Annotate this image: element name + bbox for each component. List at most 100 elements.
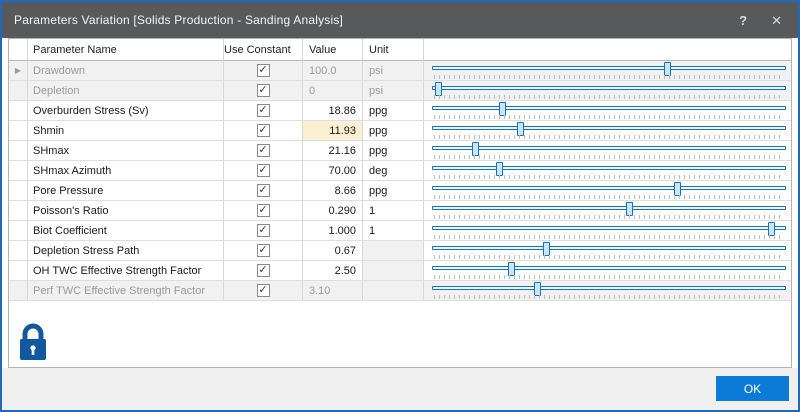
slider-ticks xyxy=(434,275,783,279)
column-header-value[interactable]: Value xyxy=(303,39,363,61)
column-header-unit[interactable]: Unit xyxy=(363,39,424,61)
table-row[interactable]: Depletion 0 psi xyxy=(9,81,791,101)
table-row[interactable]: Poisson's Ratio 0.290 1 xyxy=(9,201,791,221)
slider-track[interactable] xyxy=(432,66,786,70)
value-cell[interactable]: 3.10 xyxy=(303,281,363,301)
dialog-title: Parameters Variation [Solids Production … xyxy=(14,13,344,27)
use-constant-checkbox[interactable] xyxy=(256,224,270,237)
unit-cell: 1 xyxy=(363,221,424,241)
parameter-slider[interactable] xyxy=(424,261,791,280)
use-constant-checkbox[interactable] xyxy=(256,244,270,257)
slider-track[interactable] xyxy=(432,286,786,290)
use-constant-checkbox[interactable] xyxy=(256,64,270,77)
use-constant-checkbox[interactable] xyxy=(256,164,270,177)
table-row[interactable]: SHmax Azimuth 70.00 deg xyxy=(9,161,791,181)
slider-track[interactable] xyxy=(432,266,786,270)
parameter-slider[interactable] xyxy=(424,201,791,220)
value-cell[interactable]: 0.67 xyxy=(303,241,363,261)
table-row[interactable]: SHmax 21.16 ppg xyxy=(9,141,791,161)
value-cell[interactable]: 11.93 xyxy=(303,121,363,141)
use-constant-checkbox[interactable] xyxy=(256,284,270,297)
parameter-name-cell: Shmin xyxy=(28,121,224,141)
use-constant-cell xyxy=(224,241,303,261)
slider-thumb[interactable] xyxy=(674,182,682,196)
slider-thumb[interactable] xyxy=(542,242,550,256)
value-cell[interactable]: 100.0 xyxy=(303,61,363,81)
row-indicator-cell xyxy=(9,81,28,101)
slider-track[interactable] xyxy=(432,126,786,130)
row-indicator-cell xyxy=(9,101,28,121)
use-constant-checkbox[interactable] xyxy=(256,264,270,277)
slider-thumb[interactable] xyxy=(516,122,524,136)
parameter-slider[interactable] xyxy=(424,221,791,240)
slider-track[interactable] xyxy=(432,186,786,190)
slider-thumb[interactable] xyxy=(496,162,503,176)
close-button[interactable]: ✕ xyxy=(771,12,782,28)
slider-thumb[interactable] xyxy=(534,282,542,296)
slider-cell xyxy=(424,281,791,301)
slider-track[interactable] xyxy=(432,106,786,110)
slider-thumb[interactable] xyxy=(663,62,671,76)
table-row[interactable]: Biot Coefficient 1.000 1 xyxy=(9,221,791,241)
use-constant-checkbox[interactable] xyxy=(256,204,270,217)
parameter-slider[interactable] xyxy=(424,161,791,180)
column-header-name[interactable]: Parameter Name xyxy=(28,39,224,61)
slider-track[interactable] xyxy=(432,166,786,170)
use-constant-cell xyxy=(224,81,303,101)
slider-thumb[interactable] xyxy=(499,102,507,116)
column-header-indicator xyxy=(9,39,28,61)
table-row[interactable]: Shmin 11.93 ppg xyxy=(9,121,791,141)
use-constant-checkbox[interactable] xyxy=(256,84,270,97)
parameter-slider[interactable] xyxy=(424,121,791,140)
help-button[interactable]: ? xyxy=(739,12,748,28)
slider-thumb[interactable] xyxy=(767,222,775,236)
slider-cell xyxy=(424,241,791,261)
value-cell[interactable]: 18.86 xyxy=(303,101,363,121)
grid-header: Parameter Name Use Constant Value Unit xyxy=(9,39,791,61)
column-header-constant[interactable]: Use Constant xyxy=(224,39,303,61)
parameter-slider[interactable] xyxy=(424,101,791,120)
row-indicator-cell xyxy=(9,121,28,141)
slider-track[interactable] xyxy=(432,246,786,250)
value-cell[interactable]: 2.50 xyxy=(303,261,363,281)
lock-icon xyxy=(20,323,46,360)
value-cell[interactable]: 8.66 xyxy=(303,181,363,201)
slider-thumb[interactable] xyxy=(435,82,443,96)
unit-cell xyxy=(363,241,424,261)
slider-thumb[interactable] xyxy=(508,262,516,276)
use-constant-checkbox[interactable] xyxy=(256,104,270,117)
parameter-name-cell: Depletion xyxy=(28,81,224,101)
slider-cell xyxy=(424,121,791,141)
slider-thumb[interactable] xyxy=(625,202,633,216)
use-constant-checkbox[interactable] xyxy=(256,124,270,137)
parameter-slider[interactable] xyxy=(424,241,791,260)
parameter-slider[interactable] xyxy=(424,141,791,160)
value-cell[interactable]: 1.000 xyxy=(303,221,363,241)
lock-indicator[interactable] xyxy=(16,322,50,367)
use-constant-cell xyxy=(224,141,303,161)
use-constant-checkbox[interactable] xyxy=(256,184,270,197)
table-row[interactable]: Perf TWC Effective Strength Factor 3.10 xyxy=(9,281,791,301)
table-row[interactable]: Depletion Stress Path 0.67 xyxy=(9,241,791,261)
table-row[interactable]: OH TWC Effective Strength Factor 2.50 xyxy=(9,261,791,281)
slider-track[interactable] xyxy=(432,226,786,230)
value-cell[interactable]: 0 xyxy=(303,81,363,101)
slider-thumb[interactable] xyxy=(471,142,479,156)
table-row[interactable]: ▶ Drawdown 100.0 psi xyxy=(9,61,791,81)
parameters-grid: Parameter Name Use Constant Value Unit ▶ Dr… xyxy=(9,39,791,301)
value-cell[interactable]: 70.00 xyxy=(303,161,363,181)
parameter-slider[interactable] xyxy=(424,281,791,300)
parameter-slider[interactable] xyxy=(424,61,791,80)
slider-ticks xyxy=(434,235,783,239)
table-row[interactable]: Pore Pressure 8.66 ppg xyxy=(9,181,791,201)
slider-track[interactable] xyxy=(432,86,786,90)
parameter-slider[interactable] xyxy=(424,81,791,100)
slider-track[interactable] xyxy=(432,206,786,210)
value-cell[interactable]: 21.16 xyxy=(303,141,363,161)
slider-track[interactable] xyxy=(432,146,786,150)
parameter-slider[interactable] xyxy=(424,181,791,200)
use-constant-checkbox[interactable] xyxy=(256,144,270,157)
ok-button[interactable]: OK xyxy=(716,376,789,401)
value-cell[interactable]: 0.290 xyxy=(303,201,363,221)
table-row[interactable]: Overburden Stress (Sv) 18.86 ppg xyxy=(9,101,791,121)
